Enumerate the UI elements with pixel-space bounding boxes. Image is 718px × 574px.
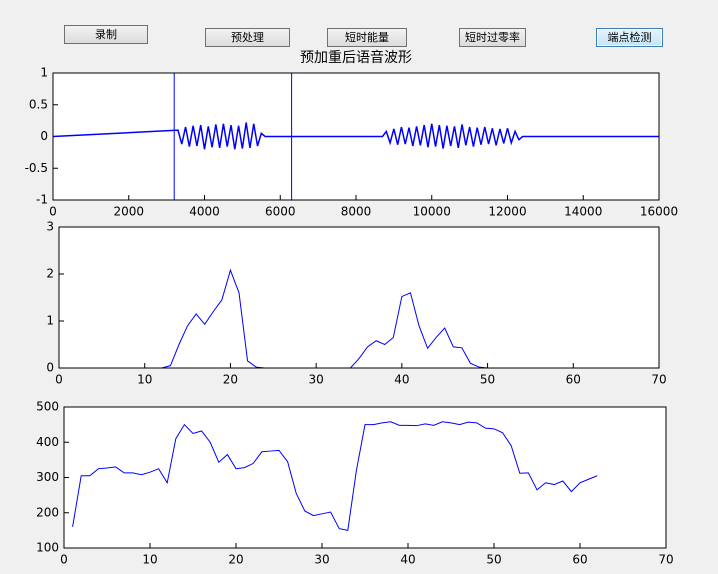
x-tick-label: 6000 (265, 205, 296, 219)
preprocess-button[interactable]: 预处理 (205, 28, 290, 47)
x-tick-label: 2000 (113, 205, 144, 219)
x-tick-label: 70 (658, 553, 673, 567)
x-tick-label: 0 (49, 205, 57, 219)
x-tick-label: 12000 (488, 205, 526, 219)
y-tick-label: 400 (36, 435, 59, 449)
plot-frame (52, 72, 660, 201)
plot-frame (58, 226, 660, 369)
y-tick-label: 300 (36, 470, 59, 484)
data-line (52, 122, 659, 150)
x-tick-label: 16000 (640, 205, 678, 219)
chart-title: 预加重后语音波形 (300, 49, 412, 66)
x-tick-label: 8000 (341, 205, 372, 219)
y-tick-label: -0.5 (25, 161, 48, 175)
y-tick-label: 0.5 (29, 97, 48, 111)
plot-area (64, 407, 666, 548)
x-tick-label: 0 (60, 553, 68, 567)
x-tick-label: 10 (137, 373, 152, 387)
x-tick-label: 14000 (564, 205, 602, 219)
plot-frame (63, 406, 667, 549)
x-tick-label: 60 (566, 373, 581, 387)
zcr-button[interactable]: 短时过零率 (459, 28, 526, 47)
x-tick-label: 40 (394, 373, 409, 387)
x-tick-label: 20 (228, 553, 243, 567)
endpoint-button[interactable]: 端点检测 (596, 28, 663, 47)
plot-area (59, 227, 659, 368)
y-tick-label: 500 (36, 400, 59, 414)
y-tick-label: 3 (46, 220, 54, 234)
y-tick-label: 100 (36, 541, 59, 555)
x-tick-label: 50 (480, 373, 495, 387)
x-tick-label: 30 (314, 553, 329, 567)
x-tick-label: 4000 (189, 205, 220, 219)
y-tick-label: 2 (46, 267, 54, 281)
x-tick-label: 0 (55, 373, 63, 387)
x-tick-label: 30 (309, 373, 324, 387)
y-tick-label: 200 (36, 505, 59, 519)
x-tick-label: 20 (223, 373, 238, 387)
energy-button[interactable]: 短时能量 (327, 28, 407, 47)
x-tick-label: 10 (142, 553, 157, 567)
y-tick-label: 0 (46, 361, 54, 375)
x-tick-label: 60 (572, 553, 587, 567)
y-tick-label: -1 (36, 193, 48, 207)
data-line (72, 421, 598, 531)
x-tick-label: 50 (486, 553, 501, 567)
x-tick-label: 40 (400, 553, 415, 567)
y-tick-label: 1 (40, 66, 48, 80)
y-tick-label: 1 (46, 314, 54, 328)
x-tick-label: 70 (651, 373, 666, 387)
y-tick-label: 0 (40, 129, 48, 143)
x-tick-label: 10000 (413, 205, 451, 219)
record-button[interactable]: 录制 (64, 25, 148, 44)
